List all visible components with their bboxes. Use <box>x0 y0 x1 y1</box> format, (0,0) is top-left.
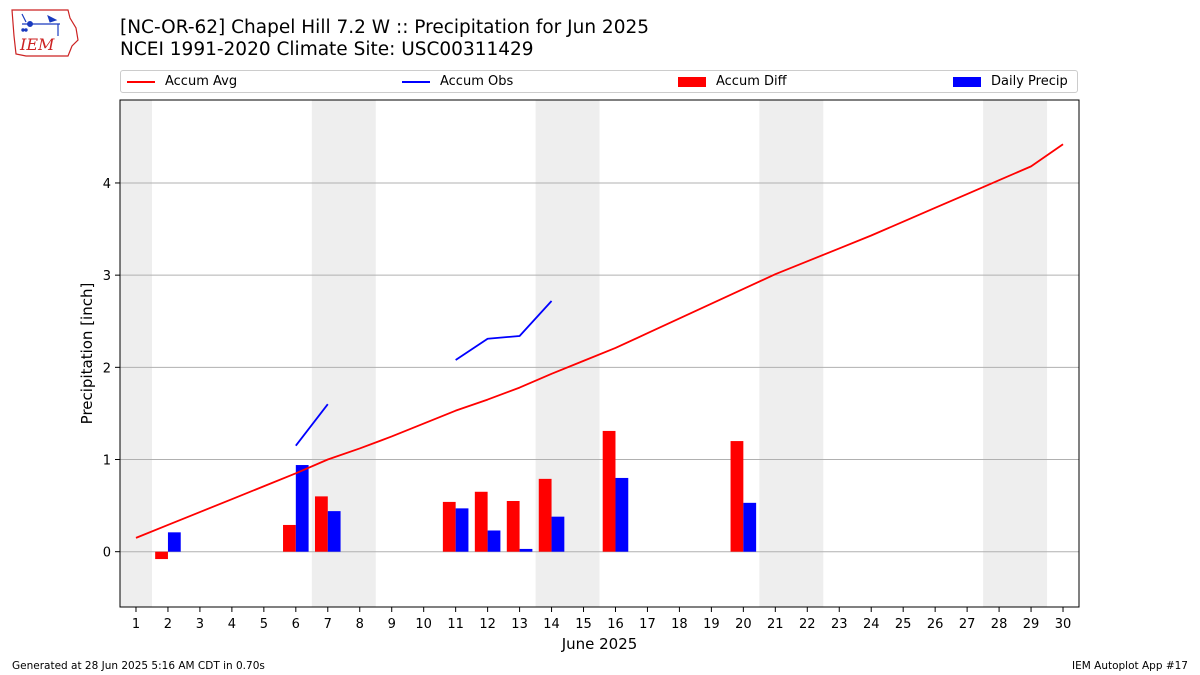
legend-swatch-daily-precip <box>953 76 981 87</box>
x-tick-label-24: 24 <box>863 617 880 632</box>
x-tick-label-25: 25 <box>895 617 912 632</box>
line-accum-obs-segment-1 <box>455 300 553 361</box>
bar-accum-diff-day-2 <box>155 551 168 560</box>
y-tick-label-2: 2 <box>103 361 111 376</box>
x-tick-label-15: 15 <box>575 617 592 632</box>
x-tick-label-17: 17 <box>639 617 656 632</box>
x-tick-label-14: 14 <box>543 617 560 632</box>
bar-accum-diff-day-6 <box>283 524 296 552</box>
y-tick-label-3: 3 <box>103 269 111 284</box>
y-tick-label-0: 0 <box>103 546 111 561</box>
line-accum-avg-segment-0 <box>135 143 1064 539</box>
chart-title: [NC-OR-62] Chapel Hill 7.2 W :: Precipit… <box>120 17 650 38</box>
legend-label-accum-obs: Accum Obs <box>440 74 514 89</box>
bar-accum-diff-day-11 <box>442 501 456 552</box>
bar-daily-precip-day-2 <box>167 532 181 552</box>
x-axis-label: June 2025 <box>561 635 638 653</box>
x-tick-label-20: 20 <box>735 617 752 632</box>
x-tick-label-29: 29 <box>1023 617 1040 632</box>
chart-legend: Accum Avg Accum Obs Accum Diff Daily Pre… <box>120 70 1078 93</box>
x-tick-label-16: 16 <box>607 617 624 632</box>
x-tick-label-6: 6 <box>292 617 300 632</box>
legend-item-accum-obs: Accum Obs <box>402 71 513 92</box>
bar-daily-precip-day-13 <box>519 548 533 552</box>
bar-daily-precip-day-7 <box>327 511 341 552</box>
legend-item-accum-diff: Accum Diff <box>678 71 787 92</box>
bar-daily-precip-day-20 <box>743 502 757 552</box>
weekend-shade-3 <box>759 100 824 607</box>
legend-label-accum-diff: Accum Diff <box>716 74 787 89</box>
x-tick-label-12: 12 <box>479 617 496 632</box>
bar-daily-precip-day-16 <box>615 477 629 552</box>
line-accum-obs-segment-0 <box>295 403 329 447</box>
legend-swatch-accum-obs <box>402 80 430 83</box>
x-tick-label-19: 19 <box>703 617 720 632</box>
plot-frame <box>119 99 1080 608</box>
x-tick-label-1: 1 <box>132 617 140 632</box>
x-tick-label-13: 13 <box>511 617 528 632</box>
x-tick-label-2: 2 <box>164 617 172 632</box>
bar-daily-precip-day-11 <box>455 508 469 552</box>
x-tick-label-26: 26 <box>927 617 944 632</box>
y-tick-label-1: 1 <box>103 454 111 469</box>
x-tick-label-21: 21 <box>767 617 784 632</box>
legend-label-accum-avg: Accum Avg <box>165 74 238 89</box>
legend-item-accum-avg: Accum Avg <box>127 71 237 92</box>
weekend-shade-0 <box>120 100 152 607</box>
x-tick-label-9: 9 <box>388 617 396 632</box>
generated-timestamp: Generated at 28 Jun 2025 5:16 AM CDT in … <box>12 660 265 672</box>
bar-accum-diff-day-20 <box>730 441 744 552</box>
x-tick-label-30: 30 <box>1055 617 1072 632</box>
x-tick-label-28: 28 <box>991 617 1008 632</box>
x-tick-label-3: 3 <box>196 617 204 632</box>
weather-station-icon <box>21 13 60 36</box>
x-tick-label-23: 23 <box>831 617 848 632</box>
legend-item-daily-precip: Daily Precip <box>953 71 1068 92</box>
y-axis-label: Precipitation [inch] <box>78 283 96 425</box>
bar-daily-precip-day-14 <box>551 516 565 552</box>
app-credit: IEM Autoplot App #17 <box>1072 660 1188 672</box>
bar-accum-diff-day-13 <box>506 500 520 552</box>
y-tick-label-4: 4 <box>103 177 111 192</box>
iem-logo: IEM <box>11 9 79 57</box>
x-tick-label-4: 4 <box>228 617 236 632</box>
legend-label-daily-precip: Daily Precip <box>991 74 1068 89</box>
bar-accum-diff-day-12 <box>474 491 488 552</box>
x-tick-label-18: 18 <box>671 617 688 632</box>
x-tick-label-7: 7 <box>324 617 332 632</box>
bar-accum-diff-day-14 <box>538 478 552 552</box>
bar-daily-precip-day-12 <box>487 530 501 552</box>
x-tick-label-22: 22 <box>799 617 816 632</box>
legend-swatch-accum-avg <box>127 80 155 83</box>
bar-accum-diff-day-7 <box>314 496 328 552</box>
bar-accum-diff-day-16 <box>602 430 616 552</box>
x-tick-label-5: 5 <box>260 617 268 632</box>
x-tick-label-8: 8 <box>356 617 364 632</box>
x-tick-label-10: 10 <box>415 617 432 632</box>
logo-text: IEM <box>19 35 55 54</box>
x-tick-label-27: 27 <box>959 617 976 632</box>
bar-daily-precip-day-6 <box>295 465 309 552</box>
chart-subtitle: NCEI 1991-2020 Climate Site: USC00311429 <box>120 39 534 60</box>
x-tick-label-11: 11 <box>447 617 464 632</box>
weekend-shade-4 <box>983 100 1048 607</box>
legend-swatch-accum-diff <box>678 76 706 87</box>
